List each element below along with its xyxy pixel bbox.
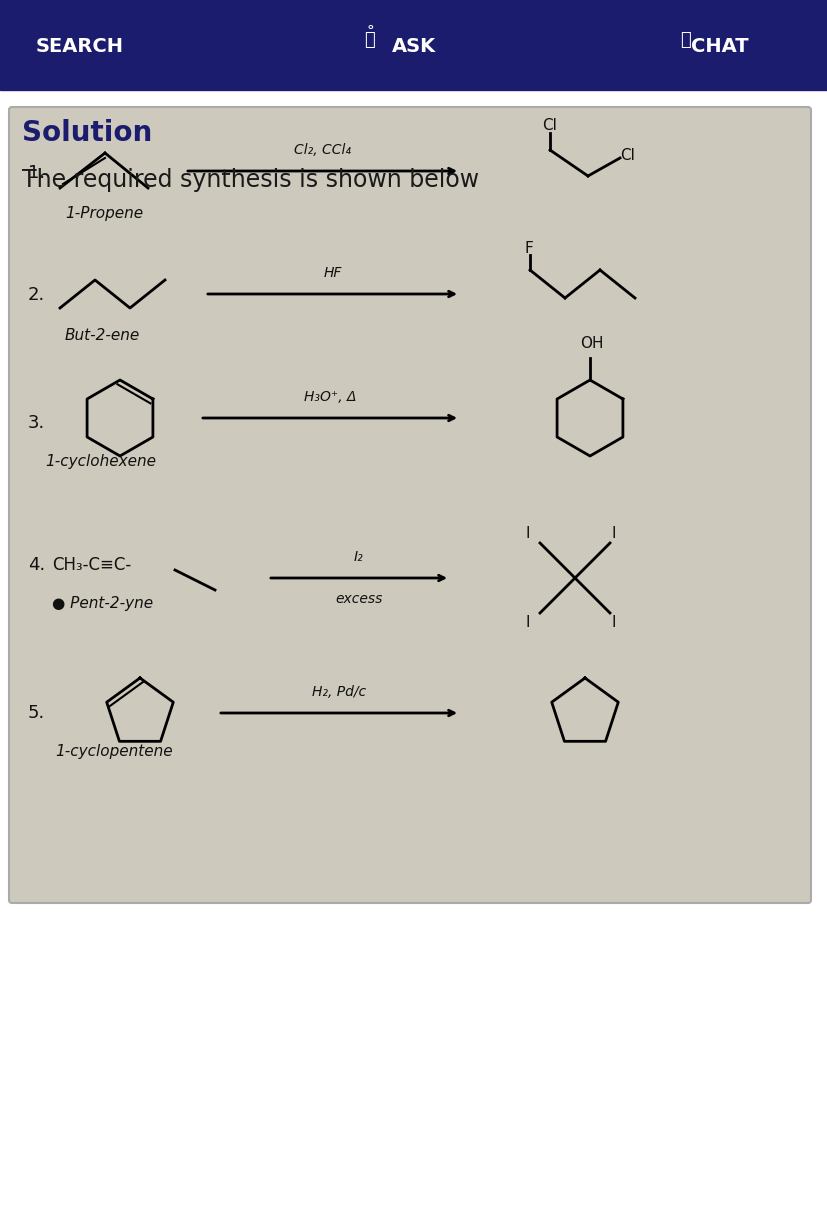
- Text: 3.: 3.: [28, 414, 45, 432]
- Text: 1-Propene: 1-Propene: [65, 207, 143, 221]
- Text: H₃O⁺, Δ: H₃O⁺, Δ: [304, 390, 356, 403]
- Text: Cl: Cl: [619, 149, 634, 163]
- Text: OH: OH: [579, 336, 603, 352]
- Text: 2.: 2.: [28, 286, 45, 304]
- Text: ● Pent-2-yne: ● Pent-2-yne: [52, 596, 153, 611]
- Text: SEARCH: SEARCH: [36, 36, 124, 56]
- Text: 1-cyclohexene: 1-cyclohexene: [45, 454, 155, 469]
- Text: Cl₂, CCl₄: Cl₂, CCl₄: [294, 143, 351, 157]
- Text: H₂, Pd/c: H₂, Pd/c: [312, 685, 366, 699]
- Text: I: I: [525, 615, 530, 631]
- Text: The required synthesis is shown below: The required synthesis is shown below: [22, 168, 479, 192]
- Text: 5.: 5.: [28, 704, 45, 722]
- Text: I: I: [611, 525, 616, 541]
- Text: I₂: I₂: [354, 550, 363, 564]
- FancyBboxPatch shape: [9, 108, 810, 904]
- Text: ASK: ASK: [391, 36, 436, 56]
- Text: 🗨: 🗨: [680, 31, 691, 50]
- Text: 4.: 4.: [28, 556, 45, 574]
- Text: But-2-ene: But-2-ene: [65, 329, 140, 343]
- Text: HF: HF: [323, 266, 342, 280]
- Text: excess: excess: [335, 592, 382, 606]
- Text: Cl: Cl: [542, 118, 557, 133]
- Text: CHAT: CHAT: [691, 36, 748, 56]
- Text: 1.: 1.: [28, 164, 45, 182]
- Text: Solution: Solution: [22, 120, 152, 147]
- Text: ⚬: ⚬: [364, 21, 375, 35]
- Text: CH₃-C≡C-: CH₃-C≡C-: [52, 556, 131, 574]
- Text: I: I: [611, 615, 616, 631]
- Text: I: I: [525, 525, 530, 541]
- Text: 1-cyclopentene: 1-cyclopentene: [55, 744, 172, 759]
- Bar: [0, 0, 827, 91]
- Text: F: F: [524, 242, 533, 256]
- Text: 🧑: 🧑: [364, 31, 375, 50]
